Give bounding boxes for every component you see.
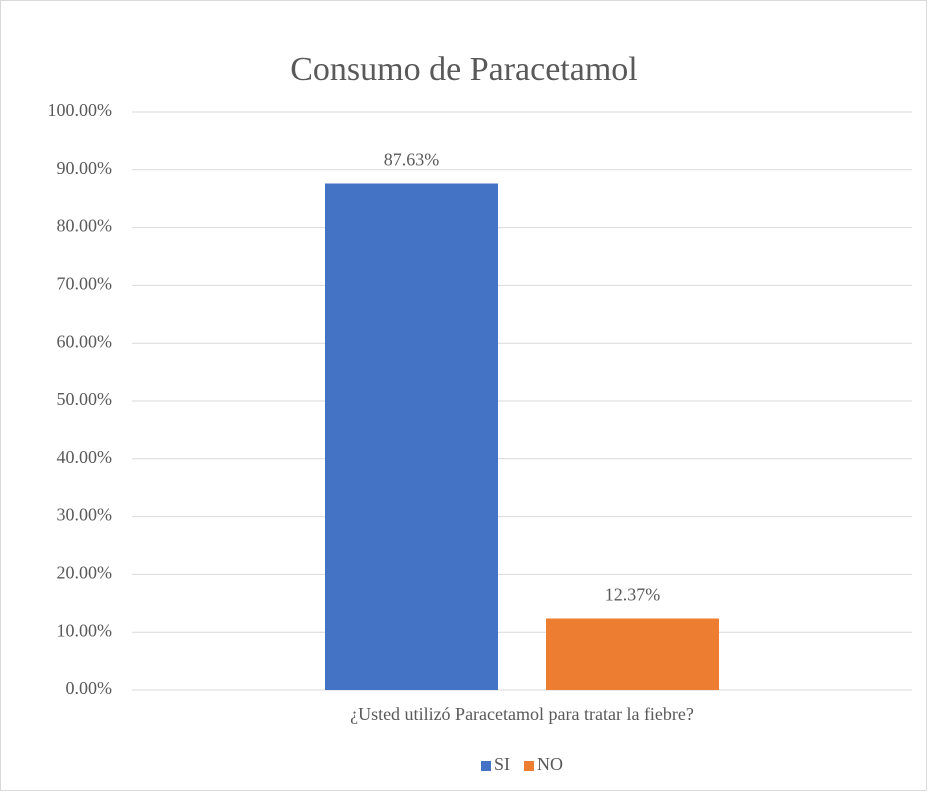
legend-swatch [524,761,535,771]
y-tick-label: 100.00% [48,100,113,120]
y-tick-label: 80.00% [57,216,113,236]
data-label: 12.37% [605,585,661,605]
y-tick-label: 0.00% [66,678,113,698]
bar [546,618,719,690]
y-tick-label: 10.00% [57,620,113,640]
y-tick-label: 30.00% [57,505,113,525]
x-tick-label: ¿Usted utilizó Paracetamol para tratar l… [350,704,694,724]
chart-title: Consumo de Paracetamol [290,51,637,88]
y-tick-label: 50.00% [57,389,113,409]
legend-label: SI [494,754,510,774]
data-label: 87.63% [384,150,440,170]
legend: SI NO [480,754,563,774]
legend-label: NO [537,754,563,774]
y-tick-label: 70.00% [57,274,113,294]
y-tick-label: 60.00% [57,331,113,351]
y-tick-label: 20.00% [57,563,113,583]
y-tick-label: 90.00% [57,158,113,178]
bar [325,183,498,690]
y-tick-label: 40.00% [57,447,113,467]
legend-swatch [480,761,491,771]
